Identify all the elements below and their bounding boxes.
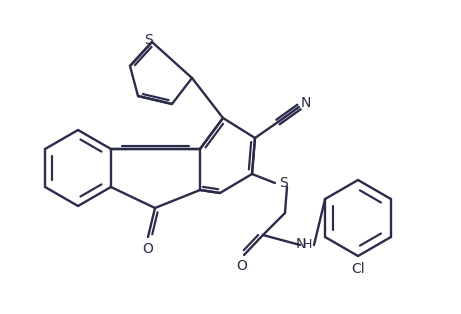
Text: Cl: Cl: [351, 262, 365, 276]
Text: O: O: [142, 242, 154, 256]
Text: H: H: [302, 237, 312, 251]
Text: O: O: [236, 259, 248, 273]
Text: S: S: [278, 176, 287, 190]
Text: S: S: [144, 33, 153, 47]
Text: N: N: [301, 96, 311, 110]
Text: N: N: [296, 237, 306, 251]
